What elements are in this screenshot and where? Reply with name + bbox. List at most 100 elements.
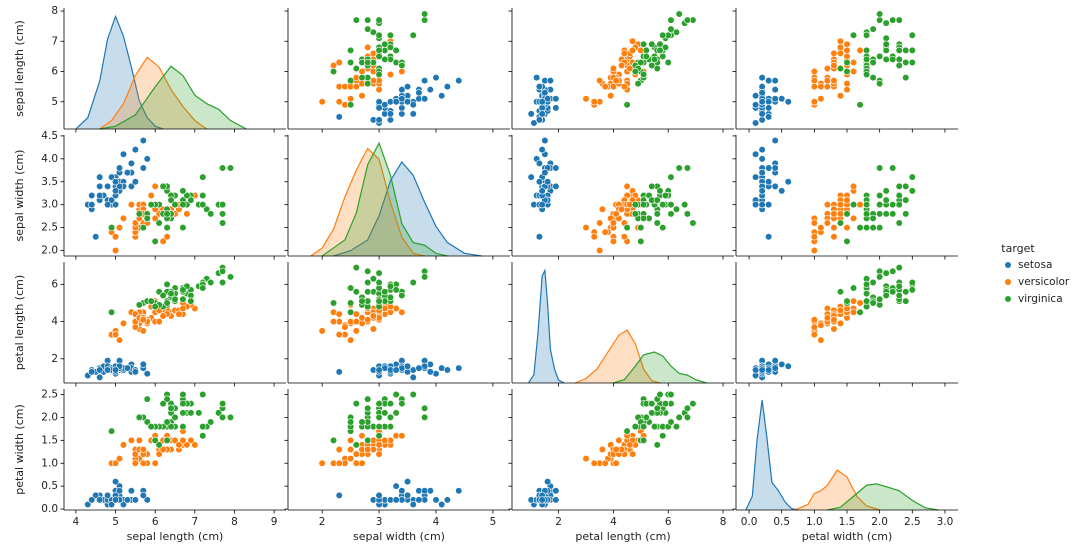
point [358,432,366,440]
point [689,219,697,227]
point [415,89,423,97]
point [358,92,366,100]
point [352,450,360,458]
panel [732,8,958,133]
point [681,201,689,209]
point [369,28,377,36]
point [765,201,773,209]
kde-area [794,470,880,510]
point [159,312,167,320]
point [751,119,760,127]
x-tick-label: 2.5 [904,516,921,528]
x-tick-label: 1.5 [839,516,856,528]
point [335,58,343,67]
point [398,432,406,440]
point [765,178,773,186]
legend-title: target [1001,242,1035,255]
point [171,413,179,422]
point [215,409,223,417]
point [876,16,884,24]
point [535,83,544,91]
point [546,76,554,85]
point [119,319,128,328]
y-tick-label: 2.0 [41,245,58,257]
point [88,201,96,209]
point [541,89,549,97]
point [143,395,151,403]
point [364,404,372,412]
point [398,487,406,495]
point [869,299,877,307]
kde-area [322,143,448,256]
point [159,291,167,300]
point [364,267,372,275]
point [438,92,446,100]
point [601,83,609,91]
point [335,459,343,467]
point [392,286,400,294]
point [836,43,845,51]
point [830,233,838,241]
point [902,182,910,190]
point [403,98,412,106]
point [882,19,890,27]
point [218,267,227,275]
point [147,201,155,209]
point [552,182,560,190]
point [765,76,773,85]
point [111,187,120,195]
point [415,496,423,504]
y-tick-label: 4 [51,316,58,328]
point [347,284,355,292]
point [155,450,163,458]
x-tick-label: 1.0 [806,516,823,528]
point [329,299,338,307]
point [375,491,383,499]
y-tick-label: 5 [51,96,58,108]
point [659,223,667,232]
point [626,441,634,449]
point [179,436,187,444]
y-tick-label: 2.0 [41,411,58,423]
point [895,61,903,70]
point [111,459,120,467]
point [823,83,832,91]
point [131,496,139,504]
point [375,70,383,79]
point [849,182,858,190]
y-tick-label: 2 [51,353,58,365]
point [352,317,360,326]
point [341,323,349,331]
point [843,46,851,54]
point [364,278,372,287]
point [882,55,890,64]
panel [284,8,510,133]
point [552,487,560,495]
panel: 0.0 0.5 1.0 1.5 2.0 2.5 3.0 petal width (cm) [732,389,958,543]
kde-line [827,483,939,511]
point [369,312,377,320]
point [381,40,389,48]
kde-area [75,16,164,129]
point [675,10,683,18]
point [358,418,366,426]
point [843,67,851,76]
point [386,110,395,118]
point [111,477,120,486]
point [667,418,675,426]
point [836,64,845,73]
point [849,58,858,67]
point [115,336,124,344]
point [527,110,535,118]
point [386,31,395,39]
y-tick-label: 0.0 [41,503,58,515]
point [631,422,639,431]
point [817,321,825,329]
point [131,459,139,467]
point [849,31,858,39]
point [552,95,560,103]
point [163,418,171,426]
point [810,246,818,255]
point [836,92,845,100]
point [92,491,100,499]
